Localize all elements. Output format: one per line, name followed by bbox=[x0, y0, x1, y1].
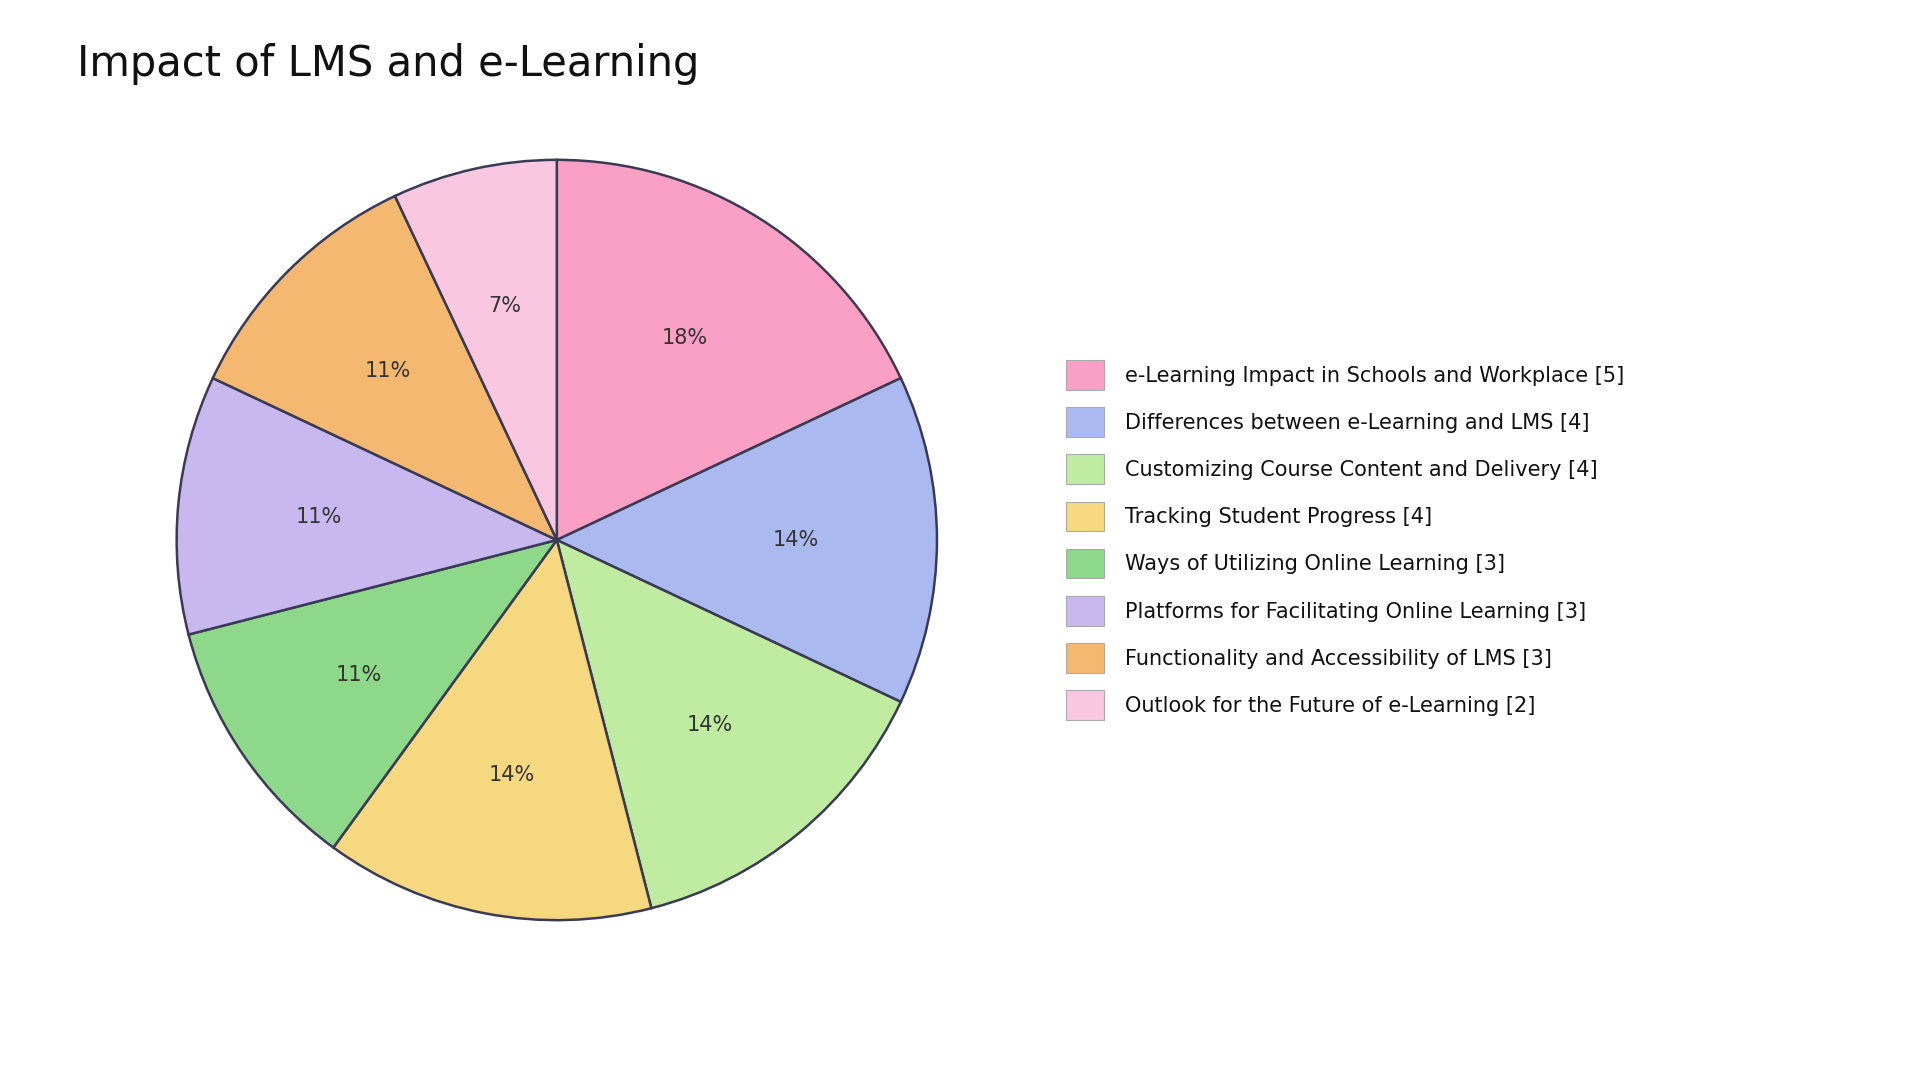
Text: 7%: 7% bbox=[488, 296, 520, 316]
Wedge shape bbox=[557, 378, 937, 702]
Text: 14%: 14% bbox=[490, 766, 536, 785]
Wedge shape bbox=[334, 540, 651, 920]
Text: 11%: 11% bbox=[365, 361, 411, 380]
Wedge shape bbox=[188, 540, 557, 848]
Wedge shape bbox=[557, 160, 900, 540]
Text: 11%: 11% bbox=[336, 664, 382, 685]
Legend: e-Learning Impact in Schools and Workplace [5], Differences between e-Learning a: e-Learning Impact in Schools and Workpla… bbox=[1066, 360, 1624, 720]
Wedge shape bbox=[557, 540, 900, 908]
Wedge shape bbox=[177, 378, 557, 635]
Text: 14%: 14% bbox=[774, 530, 820, 550]
Text: 11%: 11% bbox=[296, 508, 342, 527]
Wedge shape bbox=[213, 197, 557, 540]
Text: 18%: 18% bbox=[662, 328, 708, 348]
Text: 14%: 14% bbox=[685, 715, 733, 734]
Text: Impact of LMS and e-Learning: Impact of LMS and e-Learning bbox=[77, 43, 699, 85]
Wedge shape bbox=[396, 160, 557, 540]
